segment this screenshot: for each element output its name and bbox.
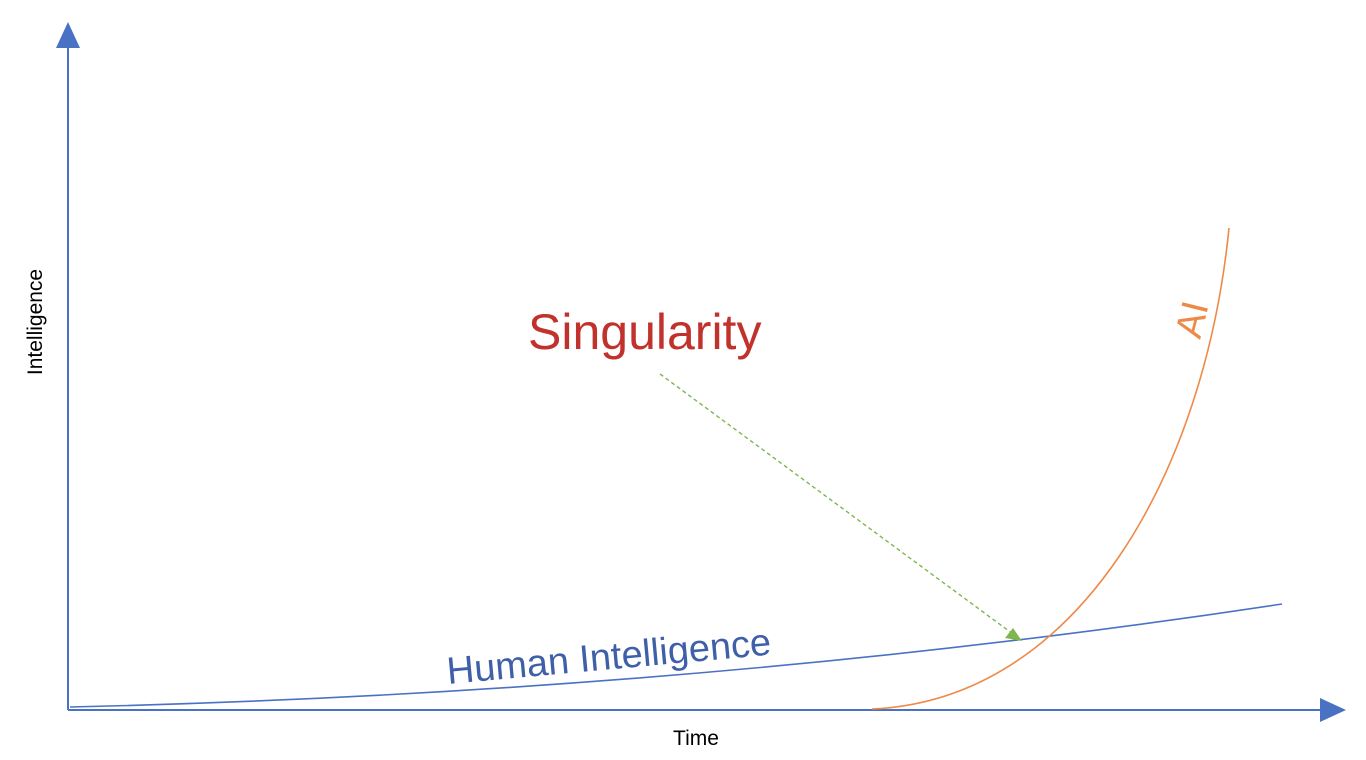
ai-label: AI [1168,297,1217,342]
singularity-label: Singularity [528,304,761,360]
human-intelligence-label: Human Intelligence [445,622,773,693]
y-axis-arrowhead [56,22,80,48]
singularity-pointer-arrowhead [1005,628,1022,641]
y-axis-label: Intelligence [24,269,47,375]
x-axis-label: Time [673,727,719,750]
x-axis-arrowhead [1320,698,1346,722]
human-intelligence-curve [69,603,1283,708]
singularity-pointer [659,373,1014,635]
ai-curve [871,227,1230,710]
